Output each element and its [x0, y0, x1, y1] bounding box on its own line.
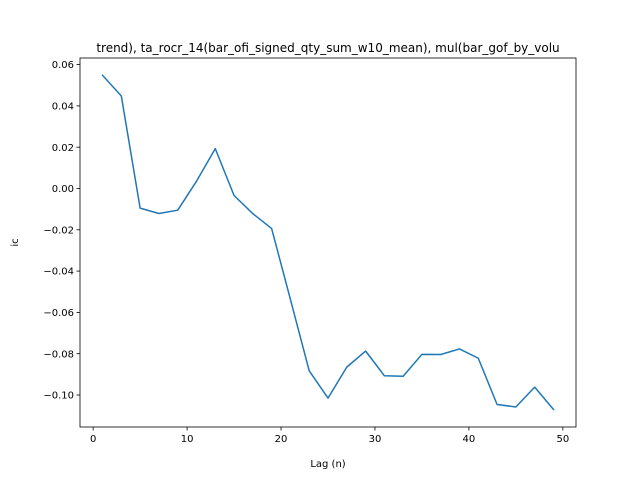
y-axis-label: ic [10, 238, 21, 246]
y-tick-label: −0.10 [43, 391, 74, 402]
x-tick-label: 50 [556, 434, 569, 445]
y-tick-label: −0.08 [43, 349, 74, 360]
y-tick-label: 0.04 [52, 102, 74, 113]
x-tick-label: 40 [463, 434, 476, 445]
series-line-0 [101, 74, 555, 411]
y-tick-label: −0.06 [43, 308, 74, 319]
y-tick-label: 0.02 [52, 143, 74, 154]
x-tick-label: 30 [369, 434, 382, 445]
chart-title: trend), ta_rocr_14(bar_ofi_signed_qty_su… [96, 41, 559, 55]
y-tick-label: −0.04 [43, 267, 74, 278]
y-tick-label: −0.02 [43, 225, 74, 236]
x-tick-label: 0 [90, 434, 96, 445]
y-tick-label: 0.00 [52, 184, 74, 195]
plot-frame [79, 57, 577, 428]
x-tick-label: 10 [181, 434, 194, 445]
y-tick-label: 0.06 [52, 60, 74, 71]
x-axis-label: Lag (n) [310, 459, 345, 470]
x-tick-label: 20 [275, 434, 288, 445]
